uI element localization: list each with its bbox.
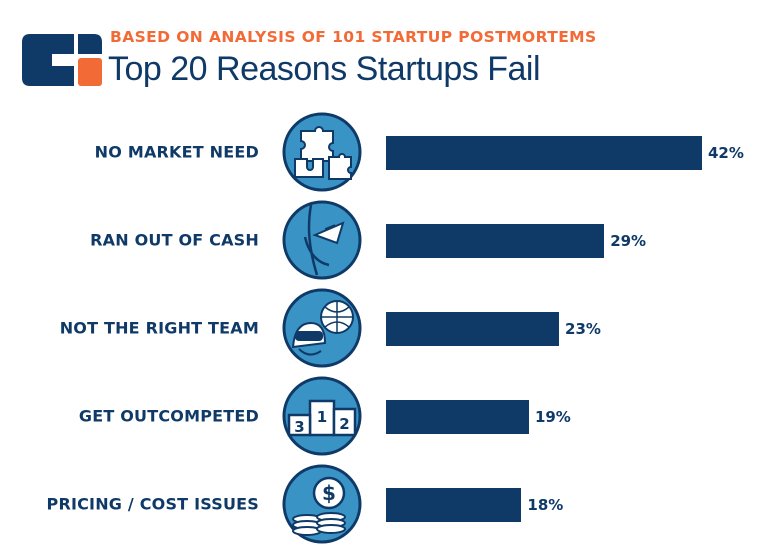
podium-icon: 31 2 <box>282 376 362 456</box>
data-label: 18% <box>527 496 564 514</box>
chart-subtitle: BASED ON ANALYSIS OF 101 STARTUP POSTMOR… <box>110 28 597 46</box>
chart-row: NOT THE RIGHT TEAM 23% <box>0 286 759 370</box>
chart-row: PRICING / COST ISSUES $18% <box>0 462 759 546</box>
data-label: 19% <box>534 408 571 426</box>
bar-chart: NO MARKET NEED 42% RAN OUT OF CASH 29% NOT T… <box>0 110 759 544</box>
bar <box>386 224 605 258</box>
category-label: PRICING / COST ISSUES <box>46 494 259 514</box>
data-label: 29% <box>610 232 647 250</box>
category-label: RAN OUT OF CASH <box>90 230 259 250</box>
team-vr-icon <box>282 288 362 368</box>
category-label: NOT THE RIGHT TEAM <box>59 318 259 338</box>
money-pocket-icon <box>282 200 362 280</box>
puzzle-icon <box>282 112 362 192</box>
chart-row: RAN OUT OF CASH 29% <box>0 198 759 282</box>
chart-row: NO MARKET NEED 42% <box>0 110 759 194</box>
podium-number: 1 <box>317 408 327 426</box>
bar <box>386 312 560 346</box>
coins-dollar-icon: $ <box>282 464 362 544</box>
dollar-sign: $ <box>322 481 336 505</box>
bar <box>386 400 529 434</box>
company-logo <box>22 34 102 86</box>
data-label: 23% <box>565 320 601 338</box>
category-label: NO MARKET NEED <box>94 142 259 162</box>
chart-row: GET OUTCOMPETED 3 1 2 19% <box>0 374 759 458</box>
podium-number: 3 <box>294 418 304 436</box>
chart-title: Top 20 Reasons Startups Fail <box>108 50 541 88</box>
category-label: GET OUTCOMPETED <box>78 406 259 426</box>
podium-number: 2 <box>339 415 349 433</box>
bar <box>386 488 522 522</box>
bar <box>386 136 702 170</box>
data-label: 42% <box>708 144 744 162</box>
